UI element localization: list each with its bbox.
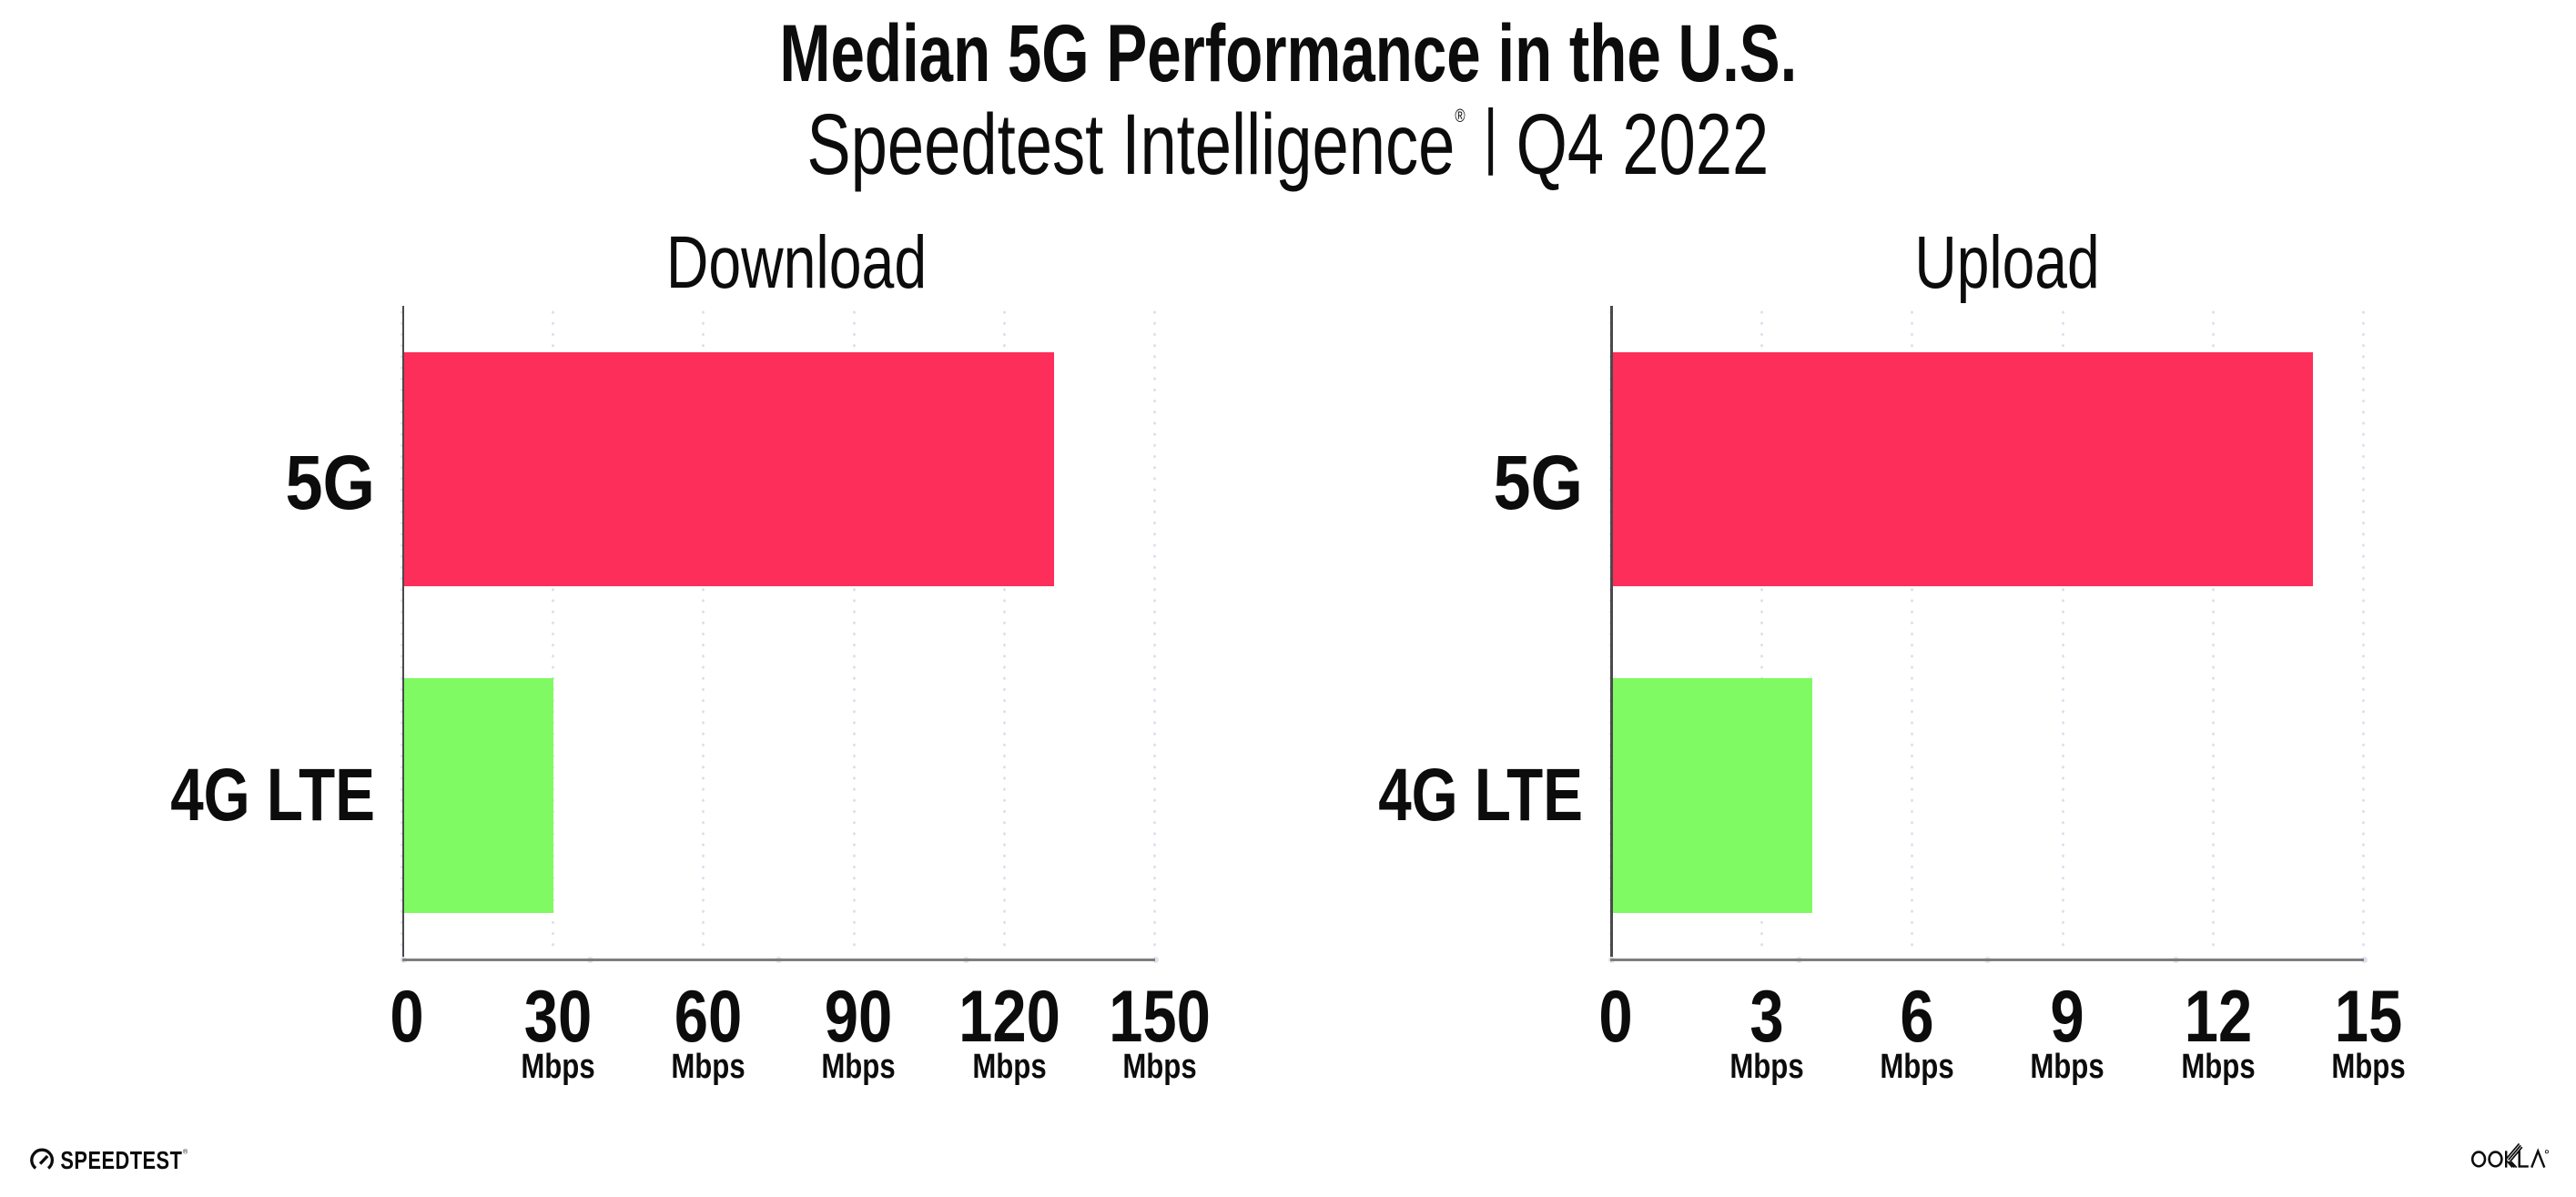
svg-text:®: ® — [183, 1148, 188, 1155]
svg-text:SPEEDTEST: SPEEDTEST — [60, 1146, 182, 1174]
